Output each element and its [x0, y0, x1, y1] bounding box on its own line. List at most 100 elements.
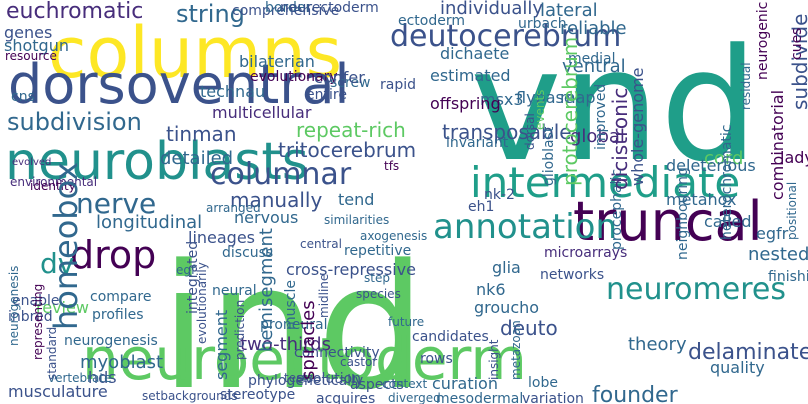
word-tfs: tfs — [384, 159, 400, 173]
word-identity: identity — [30, 179, 76, 193]
word-neural: neural — [212, 283, 257, 299]
word-ladybird: ladybird — [780, 148, 808, 167]
word-string: string — [176, 0, 245, 28]
word-called: called — [704, 212, 752, 231]
word-glioblast: glioblast — [541, 126, 557, 186]
word-deuto: deuto — [500, 316, 558, 340]
word-stereotype: stereotype — [220, 387, 296, 403]
word-dorsoventral: dorsoventral — [8, 53, 350, 116]
word-resource: resource — [5, 49, 57, 63]
word-hds: hds — [88, 368, 117, 387]
word-dicistronic: dicistronic — [608, 87, 632, 190]
word-insight: insight — [487, 339, 501, 380]
word-microarrays: microarrays — [544, 245, 628, 261]
word-deutocerebrum: deutocerebrum — [390, 19, 622, 54]
word-euchromatic: euchromatic — [6, 0, 144, 24]
word-subdivision: subdivision — [7, 108, 142, 136]
word-dichaete: dichaete — [440, 44, 510, 63]
word-screw: screw — [330, 75, 371, 91]
word-aspects: aspects — [350, 377, 404, 393]
word-confer: confer — [314, 68, 365, 87]
word-arranged: arranged — [206, 201, 261, 215]
word-transposable: transposable — [442, 120, 572, 144]
word-proneural: proneural — [260, 317, 328, 333]
word-nested: nested — [748, 244, 808, 265]
word-diverged: diverged — [388, 391, 441, 404]
word-future: future — [388, 315, 425, 329]
word-midline: midline — [317, 273, 331, 318]
word-invariant: invariant — [446, 135, 509, 151]
word-border: border — [265, 0, 312, 16]
word-candidates: candidates — [412, 329, 489, 345]
word-quality: quality — [710, 358, 765, 377]
word-egf: egf — [176, 263, 196, 277]
word-founder: founder — [592, 383, 678, 404]
word-spiracles: spiracles — [298, 300, 319, 380]
word-castor: castor — [340, 355, 378, 369]
word-improved: improved — [593, 83, 609, 150]
word-manually: manually — [230, 188, 323, 212]
word-reliable: reliable — [560, 18, 627, 39]
word-neuroectoderm: neuroectoderm — [82, 325, 527, 393]
word-groucho: groucho — [474, 298, 540, 317]
word-bilaterian: bilaterian — [239, 52, 315, 71]
word-setbackgrounds: setbackgrounds — [142, 389, 238, 403]
word-individually: individually — [440, 0, 544, 19]
word-cns: cns — [11, 89, 35, 105]
word-tinman: tinman — [166, 122, 237, 146]
word-neighbouring: neighbouring — [675, 167, 691, 260]
word-tritocerebrum: tritocerebrum — [278, 138, 417, 162]
word-shotgun: shotgun — [4, 36, 69, 55]
word-neurectoderm: neurectoderm — [280, 0, 379, 16]
word-connectivity: connectivity — [294, 345, 380, 361]
word-acquires: acquires — [316, 391, 376, 404]
word-neuromeres: neuromeres — [606, 272, 786, 307]
word-egfr: egfr — [756, 224, 789, 243]
word-dv: dv — [40, 247, 75, 280]
word-offspring: offspring — [430, 94, 501, 113]
word-detailed: detailed — [160, 148, 234, 169]
word-whole-genome: whole-genome — [628, 67, 647, 186]
word-evolved: evolved — [12, 157, 52, 168]
word-entire: entire — [306, 87, 347, 103]
word-eh1: eh1 — [468, 199, 495, 215]
word-enable: enable — [12, 293, 60, 309]
word-map: map — [560, 88, 596, 107]
word-combinatorial: combinatorial — [768, 89, 787, 200]
word-two-thirds: two-thirds — [240, 334, 331, 355]
word-prediction: prediction — [233, 299, 247, 360]
word-rapid: rapid — [380, 77, 416, 93]
word-positional: positional — [785, 181, 799, 240]
word-vnd: vnd — [470, 15, 759, 196]
word-lineages: lineages — [188, 228, 256, 247]
word-networks: networks — [540, 267, 605, 283]
word-homeobox: homeobox — [47, 161, 85, 330]
word-flybase: flybase — [516, 88, 574, 107]
word-axogenesis: axogenesis — [360, 229, 428, 243]
word-theory: theory — [628, 334, 687, 355]
word-myoblast: myoblast — [80, 352, 164, 373]
word-evolutionary: evolutionary — [250, 69, 338, 85]
word-cues: cues — [789, 27, 805, 60]
word-neurogenesis-vertical: neurogenesis — [7, 265, 21, 346]
word-global: global — [570, 126, 625, 147]
word-segment: segment — [212, 309, 231, 380]
word-residual: residual — [739, 62, 753, 110]
word-muscle: muscle — [283, 279, 299, 330]
word-review: review — [36, 298, 89, 317]
word-repetitive: repetitive — [344, 243, 412, 259]
word-nerve: nerve — [76, 187, 157, 220]
word-delaminate: delaminate — [688, 340, 808, 365]
word-hemisegment: hemisegment — [256, 228, 277, 352]
word-msx3: msx3 — [480, 90, 524, 109]
word-inbred: inbred — [8, 309, 53, 325]
word-genes: genes — [4, 23, 53, 42]
word-tests: tests — [284, 371, 314, 385]
word-multicellular: multicellular — [212, 103, 312, 122]
word-musculature: musculature — [8, 382, 108, 401]
word-annotation: annotation — [433, 207, 618, 247]
word-vertebrate: vertebrate — [48, 371, 112, 385]
word-finishing: finishing — [768, 269, 808, 285]
word-evolution: evolution — [296, 371, 362, 387]
